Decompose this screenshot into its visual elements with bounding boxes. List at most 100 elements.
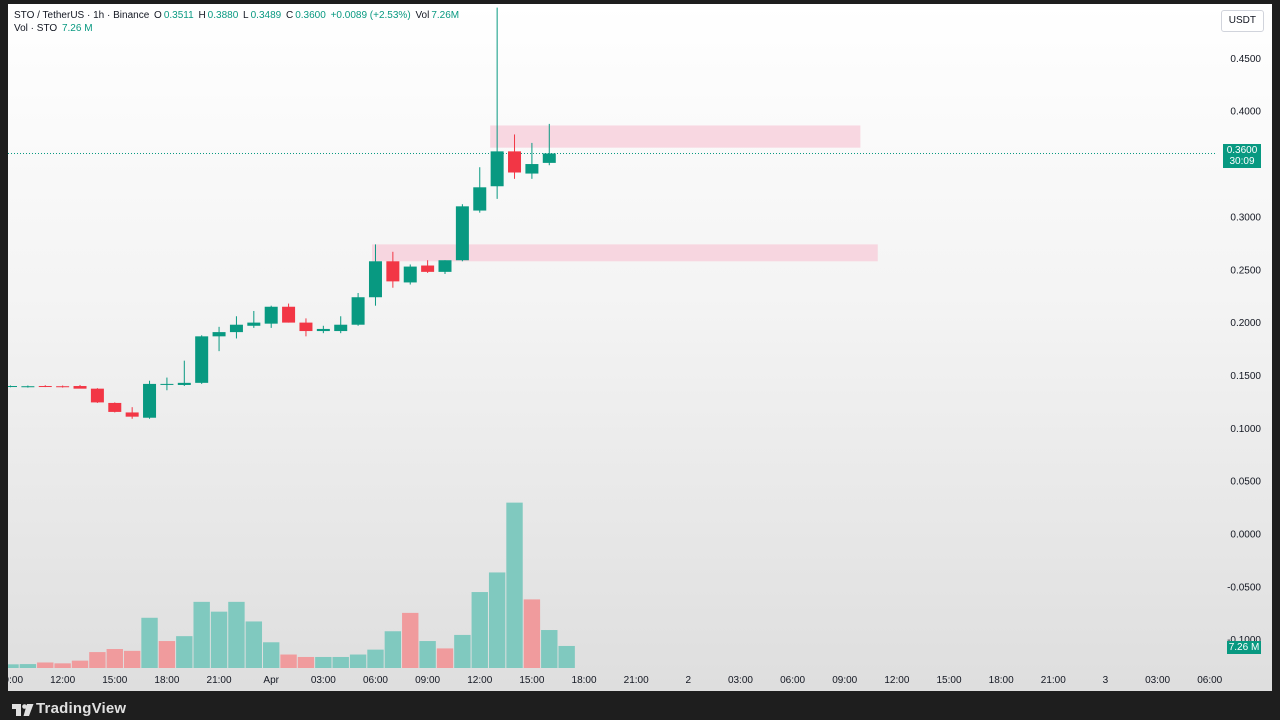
candle-body bbox=[351, 297, 365, 325]
x-tick-label: 06:00 bbox=[780, 675, 805, 686]
close-value: 0.3600 bbox=[295, 10, 326, 21]
x-tick-label: 09:00 bbox=[8, 675, 23, 686]
x-tick-label: 15:00 bbox=[519, 675, 544, 686]
candle-body bbox=[542, 153, 556, 163]
volume-bar bbox=[141, 617, 158, 668]
volume-tag: 7.26 M bbox=[1227, 641, 1261, 654]
volume-bar bbox=[19, 664, 37, 668]
x-tick-label: 21:00 bbox=[207, 675, 232, 686]
volume-bar bbox=[541, 630, 558, 668]
candle-body bbox=[90, 388, 104, 403]
x-tick-label: 3 bbox=[1103, 675, 1109, 686]
volume-bar bbox=[297, 656, 315, 668]
volume-bar bbox=[193, 601, 210, 668]
volume-bar bbox=[280, 654, 297, 668]
candle-body bbox=[108, 402, 122, 412]
last-price-value: 0.3600 bbox=[1226, 145, 1258, 156]
candle-body bbox=[421, 265, 435, 272]
price-chart[interactable]: 0.45000.40000.35000.30000.25000.20000.15… bbox=[8, 4, 1272, 691]
price-zone-rect bbox=[372, 244, 878, 262]
candle-body bbox=[125, 412, 139, 417]
volume-bar bbox=[245, 621, 263, 668]
volume-bar bbox=[315, 656, 332, 668]
volume-bar bbox=[332, 656, 349, 668]
x-tick-label: 15:00 bbox=[102, 675, 127, 686]
tradingview-logo-icon[interactable] bbox=[12, 704, 34, 716]
y-tick-label: 0.1000 bbox=[1230, 424, 1261, 435]
volume-bar bbox=[402, 612, 419, 668]
high-value: 0.3880 bbox=[207, 10, 239, 21]
candle-body bbox=[21, 386, 35, 388]
candle-body bbox=[247, 322, 261, 326]
x-tick-label: 12:00 bbox=[884, 675, 909, 686]
x-tick-label: 18:00 bbox=[154, 675, 179, 686]
volume-bar bbox=[89, 652, 106, 668]
footer-bar: TradingView bbox=[0, 696, 1280, 720]
volume-bar bbox=[367, 649, 384, 668]
y-tick-label: 0.3000 bbox=[1230, 212, 1261, 223]
volume-bar bbox=[158, 641, 176, 668]
volume-bar bbox=[106, 649, 123, 668]
x-tick-label: 03:00 bbox=[1145, 675, 1170, 686]
candle-body bbox=[438, 260, 452, 272]
volume-bar bbox=[523, 599, 541, 668]
currency-button[interactable]: USDT bbox=[1220, 10, 1264, 32]
x-tick-label: 15:00 bbox=[937, 675, 962, 686]
change-value: +0.0089 (+2.53%) bbox=[330, 10, 411, 21]
y-tick-label: -0.1000 bbox=[1227, 635, 1261, 646]
x-tick-label: 2 bbox=[686, 675, 692, 686]
x-tick-label: 12:00 bbox=[467, 675, 492, 686]
volume-bar bbox=[176, 636, 193, 668]
candle-body bbox=[56, 386, 70, 388]
vol-label: Vol bbox=[415, 10, 430, 21]
volume-bar bbox=[558, 645, 575, 668]
close-label: C bbox=[285, 10, 294, 21]
candle-body bbox=[299, 322, 313, 332]
chart-pane[interactable]: 0.45000.40000.35000.30000.25000.20000.15… bbox=[8, 4, 1272, 691]
candle-body bbox=[38, 386, 52, 388]
candle-body bbox=[8, 386, 17, 388]
y-tick-label: 0.4000 bbox=[1230, 107, 1261, 118]
price-zone-rect bbox=[490, 125, 861, 148]
symbol-title[interactable]: STO / TetherUS · 1h · Binance bbox=[14, 10, 150, 21]
candle-body bbox=[525, 164, 539, 174]
volume-bar bbox=[123, 650, 141, 668]
volume-series-label[interactable]: Vol · STO bbox=[14, 23, 58, 34]
candle-body bbox=[334, 324, 348, 332]
volume-bar bbox=[210, 611, 228, 668]
y-tick-label: -0.0500 bbox=[1227, 582, 1261, 593]
candle-body bbox=[195, 336, 209, 383]
candle-body bbox=[160, 383, 174, 385]
low-value: 0.3489 bbox=[250, 10, 282, 21]
volume-bar bbox=[8, 664, 19, 668]
y-tick-label: 0.2500 bbox=[1230, 265, 1261, 276]
volume-bar bbox=[454, 634, 471, 668]
volume-series-value: 7.26 M bbox=[61, 23, 93, 34]
x-tick-label: 12:00 bbox=[50, 675, 75, 686]
x-tick-label: 06:00 bbox=[1197, 675, 1222, 686]
x-tick-label: 18:00 bbox=[989, 675, 1014, 686]
last-price-tag: 0.3600 30:09 bbox=[1223, 144, 1261, 168]
bar-countdown: 30:09 bbox=[1229, 156, 1255, 167]
candle-body bbox=[177, 382, 191, 385]
candle-body bbox=[316, 328, 330, 332]
volume-bar bbox=[263, 642, 280, 668]
candle-body bbox=[386, 261, 400, 282]
volume-bar bbox=[384, 631, 402, 668]
vol-value: 7.26M bbox=[431, 10, 460, 21]
brand-name[interactable]: TradingView bbox=[36, 700, 127, 717]
candle-body bbox=[490, 151, 504, 187]
x-tick-label: 09:00 bbox=[415, 675, 440, 686]
open-label: O bbox=[154, 10, 162, 21]
candle-body bbox=[229, 324, 243, 333]
x-tick-label: 03:00 bbox=[311, 675, 336, 686]
volume-bar bbox=[471, 592, 488, 668]
x-tick-label: 21:00 bbox=[1041, 675, 1066, 686]
volume-bar bbox=[419, 641, 436, 668]
y-tick-label: 0.4500 bbox=[1230, 54, 1261, 65]
volume-bar bbox=[228, 601, 245, 668]
candle-body bbox=[508, 151, 522, 173]
y-tick-label: 0.0500 bbox=[1230, 477, 1261, 488]
candle-body bbox=[143, 383, 157, 418]
